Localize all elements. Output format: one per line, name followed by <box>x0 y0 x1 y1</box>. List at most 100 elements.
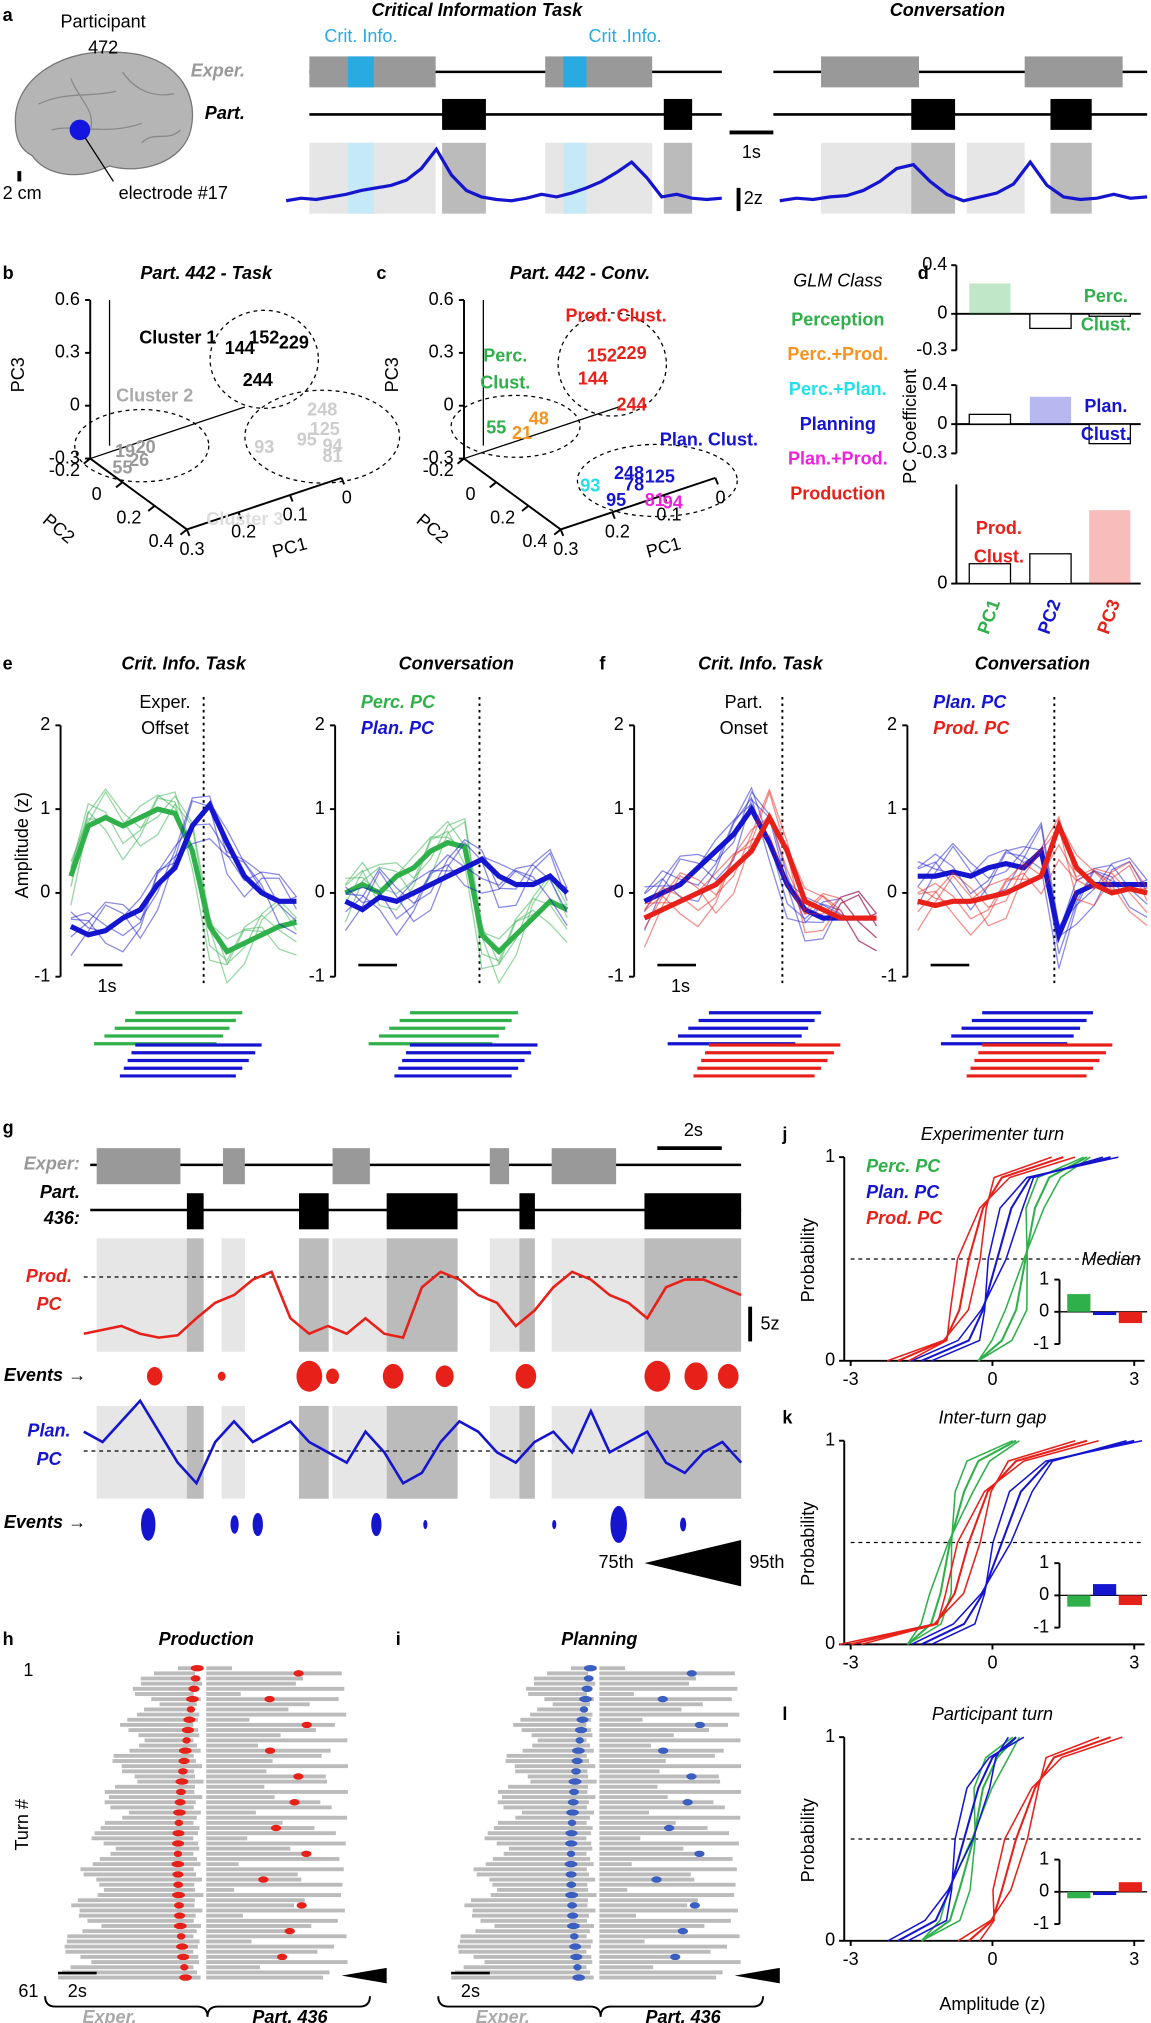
label: Exper. <box>476 2007 530 2023</box>
label: Exper. <box>82 2007 136 2023</box>
label: 248 <box>614 463 644 483</box>
label: Events → <box>4 1365 86 1385</box>
turn-bar <box>599 1707 682 1712</box>
turn-bar <box>206 1893 342 1897</box>
label: Exper. <box>139 692 190 712</box>
turn-bar <box>473 1954 592 1959</box>
label: PC2 <box>413 510 453 548</box>
turn-bar <box>206 1929 287 1934</box>
cdf-extra <box>907 1736 1025 1942</box>
label: Onset <box>720 718 768 738</box>
label: Cluster 3 <box>206 509 283 529</box>
event <box>172 1871 184 1878</box>
label: 229 <box>617 343 647 363</box>
label: Clust. <box>974 547 1024 567</box>
turn-bar <box>58 1975 201 1980</box>
tick-label: 1 <box>825 1146 835 1166</box>
turn-bar <box>206 1769 267 1774</box>
turn-bar <box>206 1872 298 1877</box>
turn-bar <box>206 1712 347 1717</box>
turn-bar <box>206 1826 315 1830</box>
label: electrode #17 <box>119 183 228 203</box>
turn-bar <box>599 1671 735 1676</box>
single-trace <box>345 838 568 913</box>
label: 26 <box>129 450 149 470</box>
turn-bar <box>64 1944 198 1949</box>
turn-bar <box>138 1733 200 1738</box>
turn-bar <box>104 1790 195 1794</box>
turn-bar <box>533 1676 588 1681</box>
label: Prod. <box>976 518 1022 538</box>
turn-bar <box>139 1743 197 1748</box>
cdf-extra <box>921 1736 1014 1942</box>
turn-bar <box>206 1717 250 1722</box>
turn-bar <box>159 1702 197 1707</box>
turn-bar <box>206 1784 265 1789</box>
cdf-extra <box>911 1439 1127 1646</box>
cdf-extra <box>908 1156 1076 1362</box>
legend-entry: Perc. PC <box>866 1156 941 1176</box>
turn-bar <box>599 1862 632 1867</box>
label: 5z <box>760 1313 779 1333</box>
turn-bar <box>484 1960 593 1965</box>
turn-bar <box>122 1815 197 1820</box>
event <box>570 1953 583 1961</box>
turn-bar <box>493 1826 593 1830</box>
label: 2s <box>68 1981 87 2001</box>
turn-bar <box>77 1898 195 1903</box>
turn-bar <box>599 1722 729 1727</box>
event <box>146 1366 163 1386</box>
turn-bar <box>120 1722 194 1727</box>
bar <box>968 413 1012 425</box>
turn-bar <box>492 1882 588 1887</box>
turn-bar <box>128 1728 199 1733</box>
turn-bar <box>206 1908 345 1913</box>
event <box>217 1371 226 1381</box>
cluster-outline <box>209 309 320 409</box>
label: 93 <box>254 437 274 457</box>
mean-trace <box>68 806 298 955</box>
turn-bar <box>104 1820 194 1825</box>
label: d <box>918 263 929 283</box>
exper-shade <box>489 1238 520 1352</box>
turn-bar <box>599 1702 703 1707</box>
turn-bar <box>522 1810 594 1815</box>
cdf <box>850 1439 1088 1646</box>
turn-bar <box>206 1743 258 1748</box>
event <box>651 1876 662 1883</box>
label: 144 <box>225 338 255 358</box>
turn-bar <box>78 1913 196 1918</box>
turn-bar <box>599 1831 730 1836</box>
event <box>677 1927 689 1935</box>
tick-label: -3 <box>843 1652 859 1672</box>
turn-bar <box>503 1851 587 1856</box>
turn-bar <box>206 1960 348 1965</box>
label: PC1 <box>270 533 309 561</box>
label: Cluster 1 <box>139 327 216 347</box>
turn-bar <box>599 1934 740 1939</box>
tick-label: 0 <box>887 882 897 902</box>
turn-bar <box>459 1939 593 1944</box>
exper-turn <box>96 1148 181 1185</box>
tick-label: 1 <box>887 798 897 818</box>
tick <box>714 477 719 485</box>
tick <box>185 529 191 537</box>
label: 19 <box>115 441 135 461</box>
single-trace <box>643 787 877 929</box>
turn-bar <box>110 1851 194 1856</box>
label: Conversation <box>399 654 514 674</box>
legend-entry: Perception <box>791 309 884 329</box>
tick-label: 2 <box>315 714 325 734</box>
label: Offset <box>141 718 189 738</box>
event <box>658 1747 669 1754</box>
turn-bar <box>522 1748 594 1753</box>
turn-bar <box>206 1707 289 1712</box>
label: Clust. <box>1081 424 1131 444</box>
event <box>293 1670 304 1677</box>
event <box>371 1512 382 1537</box>
event <box>583 1664 597 1672</box>
event <box>258 1876 269 1883</box>
exper-turn <box>551 1148 617 1185</box>
cluster-outline <box>450 394 581 458</box>
bar <box>1089 510 1131 584</box>
